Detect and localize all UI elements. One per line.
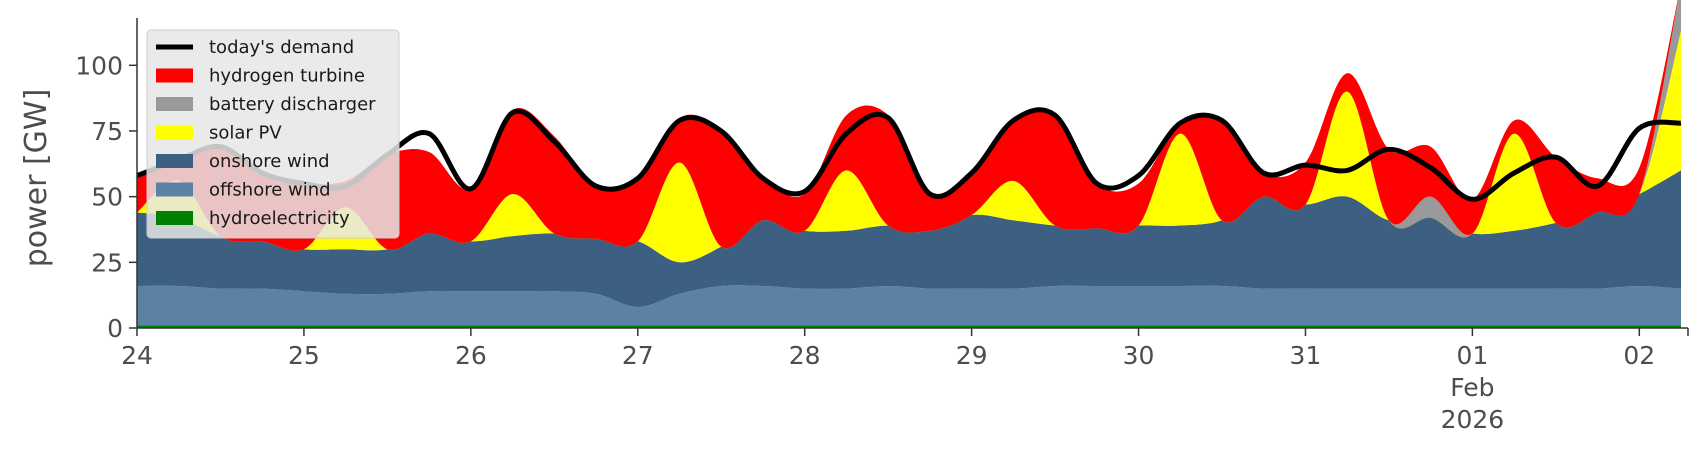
legend-label-hydrogen-turbine: hydrogen turbine xyxy=(209,66,365,87)
legend-label-hydroelectricity: hydroelectricity xyxy=(209,208,350,229)
legend-label-battery-discharger: battery discharger xyxy=(209,94,376,115)
legend-label-offshore-wind: offshore wind xyxy=(209,180,331,201)
x-tick-label: 31 xyxy=(1290,341,1322,370)
legend-label-solar-pv: solar PV xyxy=(209,123,282,144)
stacked-areas xyxy=(137,0,1681,328)
y-tick-label: 50 xyxy=(91,183,123,212)
axes: 0 25 50 75 100 24 25 26 27 28 29 30 31 01 Feb 2026 02 pow… xyxy=(19,18,1689,434)
x-tick-label: 30 xyxy=(1123,341,1155,370)
demand-line xyxy=(136,107,1682,202)
y-tick-label: 100 xyxy=(75,51,123,80)
legend-swatch-hydrogen-turbine xyxy=(156,68,193,83)
x-tick-label: 27 xyxy=(622,341,654,370)
legend-swatch-offshore-wind xyxy=(156,182,193,197)
x-tick-label: 24 xyxy=(121,341,153,370)
area-hydrogen-turbine xyxy=(137,0,1679,251)
y-tick-label: 0 xyxy=(107,314,123,343)
legend-swatch-onshore-wind xyxy=(156,154,193,168)
y-axis-title: power [GW] xyxy=(19,89,54,268)
legend-swatch-hydroelectricity xyxy=(156,211,193,225)
x-tick-label: 02 xyxy=(1623,341,1655,370)
x-tick-label: 26 xyxy=(455,341,487,370)
x-tick-label: 01 xyxy=(1456,341,1488,370)
y-tick-label: 75 xyxy=(91,117,123,146)
legend-box xyxy=(146,29,400,239)
area-offshore-wind xyxy=(137,285,1681,326)
legend-swatch-solar-pv xyxy=(156,125,193,140)
x-tick-sublabel: 2026 xyxy=(1441,405,1505,434)
legend: today's demand hydrogen turbine battery di… xyxy=(146,29,400,239)
legend-label-today-s-demand: today's demand xyxy=(209,37,354,58)
demand-line-group xyxy=(136,107,1682,202)
legend-swatch-battery-discharger xyxy=(156,97,193,111)
x-tick-label: 28 xyxy=(789,341,821,370)
y-tick-label: 25 xyxy=(91,248,123,277)
x-tick-sublabel: Feb xyxy=(1450,373,1494,402)
x-tick-label: 25 xyxy=(288,341,320,370)
x-tick-label: 29 xyxy=(956,341,988,370)
legend-label-onshore-wind: onshore wind xyxy=(209,151,330,172)
